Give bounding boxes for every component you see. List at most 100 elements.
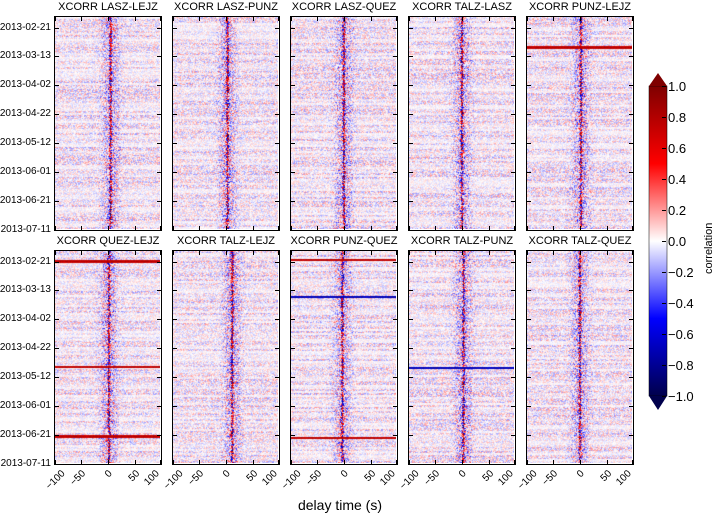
y-tick-mark [275, 27, 279, 29]
y-tick-mark [157, 376, 161, 378]
x-tick-label: −100 [515, 468, 540, 493]
y-tick-mark [55, 229, 59, 231]
y-tick-mark [527, 142, 531, 144]
y-tick-mark [275, 405, 279, 407]
y-tick-mark [157, 200, 161, 202]
y-tick-mark [291, 376, 295, 378]
y-tick-mark [275, 261, 279, 263]
y-tick-label: 2013-05-12 [0, 370, 51, 382]
y-tick-mark [527, 56, 531, 58]
y-tick-mark [275, 463, 279, 465]
y-tick-mark [275, 142, 279, 144]
x-tick-mark [435, 17, 436, 21]
y-tick-mark [393, 376, 397, 378]
y-tick-mark [393, 319, 397, 321]
y-tick-mark [173, 85, 177, 87]
x-tick-mark [462, 251, 463, 255]
y-tick-mark [409, 171, 413, 173]
x-tick-mark [396, 17, 397, 21]
x-tick-mark [580, 251, 581, 255]
heatmap-image [173, 17, 278, 229]
heatmap-image [55, 17, 160, 229]
x-tick-mark [580, 17, 581, 21]
colorbar-tick-mark [662, 396, 666, 397]
y-tick-mark [393, 290, 397, 292]
y-tick-mark [173, 114, 177, 116]
heatmap-image [55, 251, 160, 463]
x-tick-mark [291, 17, 292, 21]
x-tick-mark [344, 226, 345, 230]
y-tick-mark [409, 319, 413, 321]
y-tick-label: 2013-06-21 [0, 428, 51, 440]
y-tick-mark [409, 290, 413, 292]
heatmap-image [527, 17, 632, 229]
x-tick-mark [409, 460, 410, 464]
x-tick-mark [409, 17, 410, 21]
y-tick-label: 2013-04-02 [0, 313, 51, 325]
y-tick-label: 2013-06-01 [0, 165, 51, 177]
y-tick-mark [527, 261, 531, 263]
y-tick-mark [629, 56, 633, 58]
x-tick-mark [409, 251, 410, 255]
x-tick-label: −50 [303, 468, 324, 489]
x-tick-label: −100 [161, 468, 186, 493]
x-tick-label: 0 [339, 468, 352, 481]
y-tick-mark [291, 27, 295, 29]
colorbar-tick-mark [662, 86, 666, 87]
x-tick-mark [135, 17, 136, 21]
y-tick-mark [629, 348, 633, 350]
x-tick-mark [527, 17, 528, 21]
colorbar-extend-max [649, 73, 667, 86]
y-tick-mark [409, 434, 413, 436]
x-tick-mark [435, 226, 436, 230]
y-tick-mark [291, 171, 295, 173]
x-tick-mark [371, 226, 372, 230]
colorbar-tick-label: −0.8 [668, 358, 694, 373]
x-tick-mark [199, 460, 200, 464]
y-tick-mark [409, 200, 413, 202]
y-tick-mark [409, 114, 413, 116]
x-tick-mark [553, 17, 554, 21]
x-tick-mark [173, 460, 174, 464]
x-tick-mark [344, 251, 345, 255]
heatmap-image [409, 17, 514, 229]
y-tick-mark [157, 405, 161, 407]
y-tick-mark [393, 56, 397, 58]
y-tick-mark [527, 171, 531, 173]
x-tick-mark [344, 460, 345, 464]
y-tick-mark [55, 319, 59, 321]
y-tick-label: 2013-04-22 [0, 342, 51, 354]
y-tick-mark [629, 319, 633, 321]
x-tick-mark [317, 251, 318, 255]
y-tick-mark [629, 142, 633, 144]
colorbar-tick-mark [662, 365, 666, 366]
x-tick-mark [160, 226, 161, 230]
heatmap-image [291, 251, 396, 463]
y-tick-mark [393, 114, 397, 116]
x-tick-mark [514, 460, 515, 464]
x-tick-mark [317, 17, 318, 21]
x-tick-mark [291, 460, 292, 464]
x-tick-mark [135, 226, 136, 230]
x-tick-mark [160, 251, 161, 255]
x-tick-mark [135, 460, 136, 464]
y-tick-mark [629, 27, 633, 29]
y-tick-mark [527, 85, 531, 87]
y-tick-mark [511, 27, 515, 29]
y-tick-mark [55, 114, 59, 116]
panel-title: XCORR TALZ-LASZ [412, 1, 512, 13]
y-tick-mark [527, 463, 531, 465]
x-tick-label: 100 [613, 468, 634, 488]
x-tick-mark [253, 460, 254, 464]
y-tick-mark [55, 290, 59, 292]
x-tick-label: 0 [457, 468, 470, 481]
y-tick-mark [173, 290, 177, 292]
x-tick-mark [462, 17, 463, 21]
y-tick-mark [291, 200, 295, 202]
y-tick-mark [629, 434, 633, 436]
x-tick-mark [278, 460, 279, 464]
colorbar-tick-label: −0.6 [668, 327, 694, 342]
y-tick-mark [173, 56, 177, 58]
y-tick-mark [511, 142, 515, 144]
